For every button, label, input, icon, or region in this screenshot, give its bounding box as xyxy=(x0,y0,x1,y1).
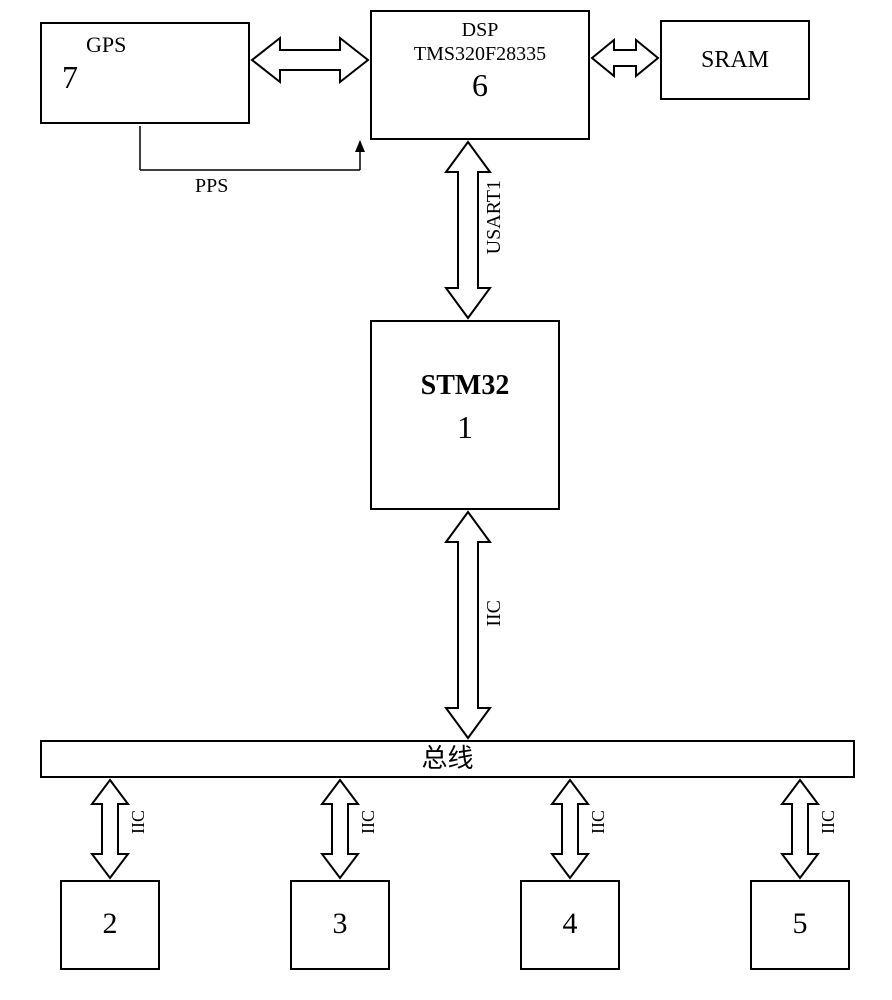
iic-main-label: IIC xyxy=(483,600,506,627)
arrow-iic-5 xyxy=(782,780,818,878)
pps-label: PPS xyxy=(195,175,228,198)
arrow-dsp-sram xyxy=(592,40,658,76)
usart1-label: USART1 xyxy=(483,180,506,254)
iic-2-label: IIC xyxy=(128,810,149,834)
pps-line xyxy=(140,126,365,170)
iic-5-label: IIC xyxy=(818,810,839,834)
arrow-iic-3 xyxy=(322,780,358,878)
iic-3-label: IIC xyxy=(358,810,379,834)
diagram-canvas: GPS 7 DSP TMS320F28335 6 SRAM STM32 1 总线… xyxy=(0,0,892,1000)
connectors xyxy=(0,0,892,1000)
iic-4-label: IIC xyxy=(588,810,609,834)
arrow-iic-2 xyxy=(92,780,128,878)
arrow-iic-4 xyxy=(552,780,588,878)
arrow-gps-dsp xyxy=(252,38,368,82)
